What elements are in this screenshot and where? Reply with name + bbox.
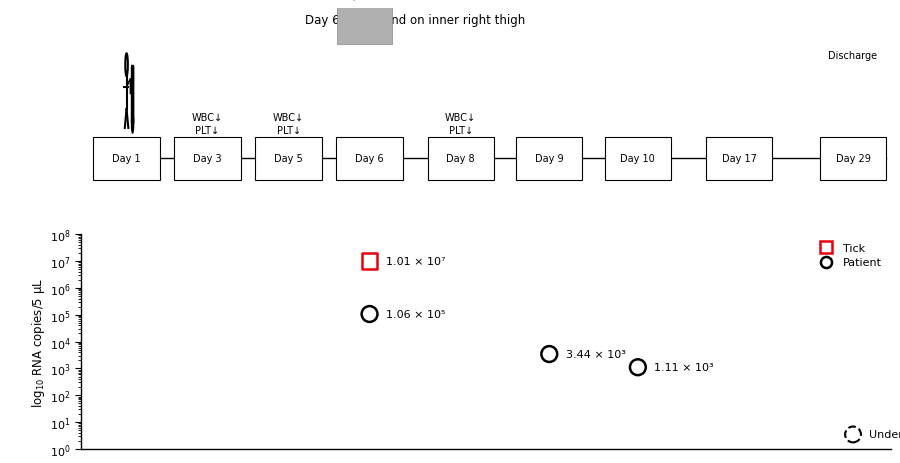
Text: Day 5: Day 5 bbox=[274, 154, 303, 164]
Bar bbox=[194, 281, 195, 290]
Bar bbox=[352, 257, 357, 327]
Bar bbox=[443, 257, 448, 327]
Circle shape bbox=[131, 115, 134, 134]
Text: 1.11 × 10³: 1.11 × 10³ bbox=[654, 363, 714, 372]
Text: Under detection limit: Under detection limit bbox=[869, 430, 900, 439]
FancyBboxPatch shape bbox=[706, 138, 772, 181]
Text: 1.06 × 10⁵: 1.06 × 10⁵ bbox=[386, 309, 446, 319]
Point bbox=[631, 364, 645, 371]
Text: Day 6: tick found on inner right thigh: Day 6: tick found on inner right thigh bbox=[305, 14, 526, 27]
Text: WBC↓
PLT↓: WBC↓ PLT↓ bbox=[273, 113, 304, 135]
Text: Day 8: Day 8 bbox=[446, 154, 475, 164]
Bar bbox=[351, 325, 357, 330]
Text: Day 1: Day 1 bbox=[112, 154, 141, 164]
Text: [tick
photo]: [tick photo] bbox=[352, 0, 377, 1]
Point bbox=[363, 257, 377, 265]
Text: 3.44 × 10³: 3.44 × 10³ bbox=[566, 349, 626, 359]
FancyBboxPatch shape bbox=[94, 138, 159, 181]
Point bbox=[846, 431, 860, 438]
FancyBboxPatch shape bbox=[256, 138, 321, 181]
Bar bbox=[192, 281, 193, 290]
Bar bbox=[443, 325, 448, 330]
Polygon shape bbox=[191, 249, 197, 268]
Text: Home
doctor: Home doctor bbox=[214, 270, 245, 293]
FancyBboxPatch shape bbox=[605, 138, 671, 181]
Text: WBC↓
PLT↓: WBC↓ PLT↓ bbox=[192, 113, 223, 135]
FancyBboxPatch shape bbox=[337, 138, 402, 181]
Point bbox=[542, 350, 556, 358]
Text: Day 9: Day 9 bbox=[535, 154, 563, 164]
Text: Day 10: Day 10 bbox=[620, 154, 655, 164]
FancyBboxPatch shape bbox=[175, 138, 240, 181]
FancyBboxPatch shape bbox=[820, 138, 886, 181]
Text: Day 17: Day 17 bbox=[722, 154, 757, 164]
Text: Day 6: Day 6 bbox=[356, 154, 384, 164]
Text: Day 3: Day 3 bbox=[194, 154, 222, 164]
Legend: Tick, Patient: Tick, Patient bbox=[812, 240, 886, 271]
Circle shape bbox=[193, 251, 194, 269]
Text: WBC↓
PLT↓: WBC↓ PLT↓ bbox=[446, 113, 476, 135]
FancyBboxPatch shape bbox=[428, 138, 494, 181]
Point bbox=[363, 311, 377, 318]
Bar bbox=[193, 290, 194, 309]
FancyBboxPatch shape bbox=[337, 0, 392, 45]
Y-axis label: log$_{10}$ RNA copies/5 μL: log$_{10}$ RNA copies/5 μL bbox=[30, 277, 47, 407]
FancyBboxPatch shape bbox=[516, 138, 582, 181]
FancyBboxPatch shape bbox=[131, 67, 133, 125]
Text: Discharge: Discharge bbox=[829, 51, 878, 61]
Text: Tertiary
emergency
hospital: Tertiary emergency hospital bbox=[459, 255, 514, 289]
Text: 1.01 × 10⁷: 1.01 × 10⁷ bbox=[386, 256, 446, 266]
Text: Secondary
emergency
hospital: Secondary emergency hospital bbox=[368, 255, 423, 289]
Circle shape bbox=[193, 253, 194, 267]
Text: Day 29: Day 29 bbox=[835, 154, 870, 164]
Bar bbox=[191, 268, 196, 309]
